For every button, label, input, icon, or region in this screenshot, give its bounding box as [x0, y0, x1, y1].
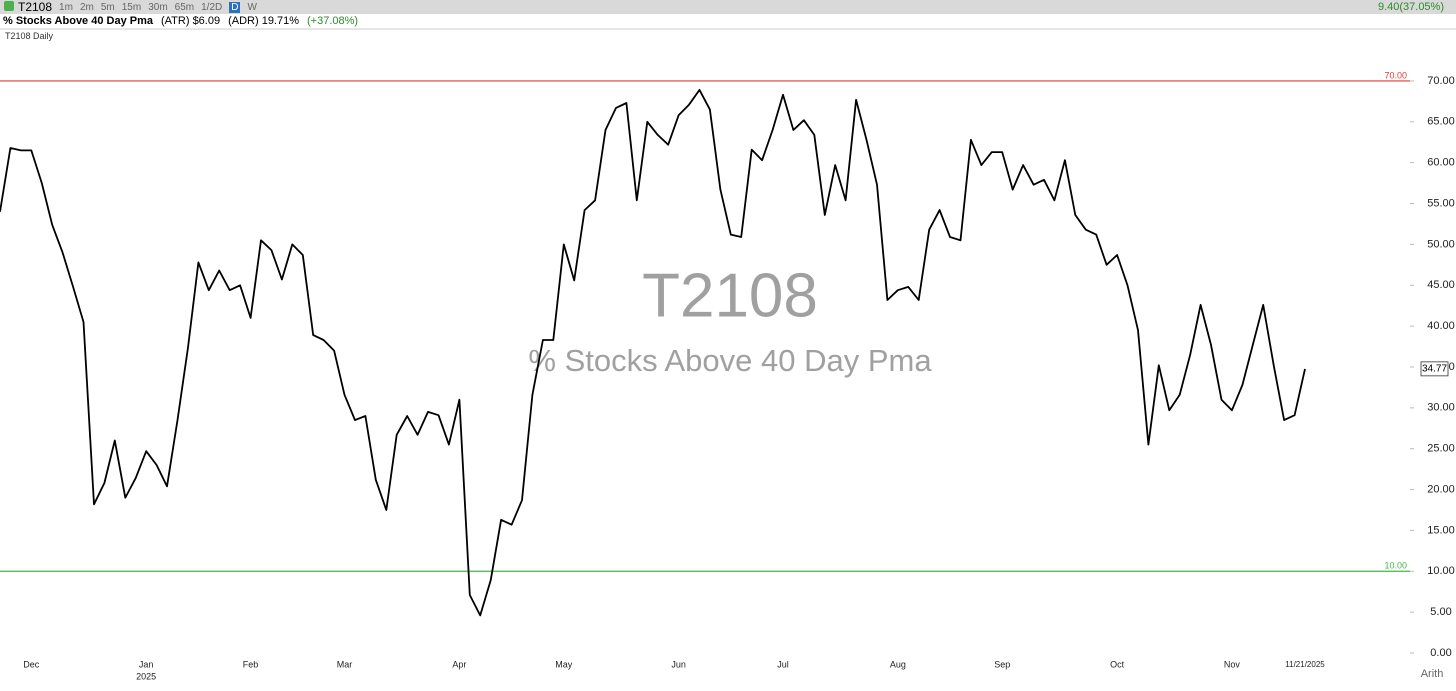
y-tick-label: 40.00 [1427, 320, 1455, 332]
watermark-name: % Stocks Above 40 Day Pma [528, 343, 932, 378]
y-tick-label: 55.00 [1427, 197, 1455, 209]
x-tick-label: Mar [337, 659, 353, 669]
x-tick-label: Feb [243, 659, 259, 669]
toolbar: T2108 1m 2m 5m 15m 30m 65m 1/2D D W 9.40… [0, 0, 1456, 14]
timeframe[interactable]: 1m [59, 1, 73, 13]
y-tick-label: 5.00 [1430, 606, 1451, 618]
timeframe[interactable]: 5m [100, 1, 115, 13]
price-marker [1420, 361, 1449, 377]
change: 9.40(37.05%) [1377, 1, 1444, 13]
header: % Stocks Above 40 Day Pma (ATR) $6.09 (A… [3, 15, 358, 27]
y-tick-label: 50.00 [1427, 238, 1455, 250]
y-tick-label: 15.00 [1427, 524, 1455, 536]
y-tick-label: 60.00 [1427, 157, 1455, 169]
year-label: 2025 [136, 671, 156, 681]
timeframe[interactable]: D [229, 1, 241, 13]
x-tick-label: Nov [1224, 659, 1241, 669]
y-tick-label: 10.00 [1427, 565, 1455, 577]
y-tick-label: 25.00 [1427, 443, 1455, 455]
x-tick-label: Oct [1110, 659, 1125, 669]
y-tick-label: 0.00 [1430, 647, 1451, 659]
y-tick-label: 20.00 [1427, 483, 1455, 495]
x-tick-label: Aug [890, 659, 906, 669]
adr: (ADR) 19.71% [228, 15, 300, 27]
line-series [0, 89, 1306, 617]
timeframe[interactable]: 1/2D [201, 1, 223, 13]
title: % Stocks Above 40 Day Pma [3, 15, 153, 27]
scale-mode[interactable]: Arith [1421, 668, 1444, 680]
price-marker-label: 34.77 [1422, 363, 1447, 374]
y-tick-label: 45.00 [1427, 279, 1455, 291]
timeframe[interactable]: 15m [121, 1, 142, 13]
pct-change: (+37.08%) [307, 15, 359, 27]
reference-label: 70.00 [1384, 70, 1407, 80]
watermark: T2108 [642, 261, 818, 330]
y-tick-label: 30.00 [1427, 402, 1455, 414]
chart-label[interactable]: T2108 Daily [5, 31, 54, 41]
symbol[interactable]: T2108 [4, 0, 52, 14]
x-tick-label: Jun [671, 659, 686, 669]
x-tick-label: Jan [139, 659, 154, 669]
x-tick-label: Jul [777, 659, 789, 669]
y-tick-label: 70.00 [1427, 75, 1455, 87]
x-tick-label: Dec [23, 659, 40, 669]
x-tick-label: Sep [994, 659, 1010, 669]
timeframe[interactable]: 2m [79, 1, 94, 13]
x-tick-label: Apr [452, 659, 466, 669]
atr: (ATR) $6.09 [161, 15, 221, 27]
timeframe[interactable]: 30m [148, 1, 168, 13]
x-tick-label: May [555, 659, 573, 669]
timeframe[interactable]: W [247, 1, 257, 13]
x-tick-label: 11/21/2025 [1285, 660, 1325, 669]
y-tick-label: 65.00 [1427, 116, 1455, 128]
reference-label: 10.00 [1384, 561, 1407, 571]
timeframe[interactable]: 65m [174, 1, 195, 13]
